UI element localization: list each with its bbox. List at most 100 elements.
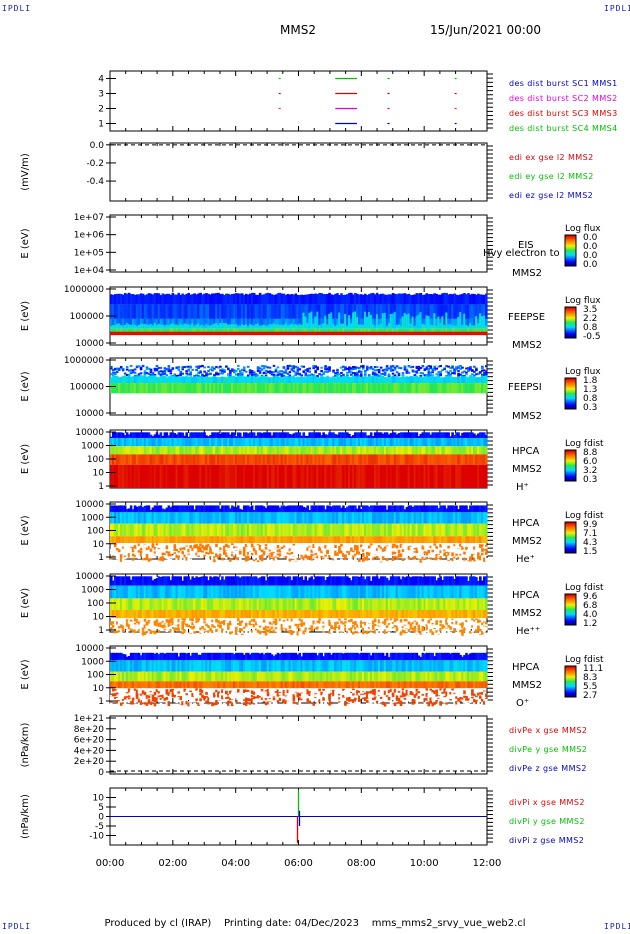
spectrogram-cell — [272, 556, 276, 561]
spectrogram-cell — [363, 375, 367, 384]
spectrogram-cell — [383, 312, 387, 329]
spectrogram-cell — [276, 383, 280, 394]
spectrogram-cell — [159, 295, 163, 305]
spectrogram-cell — [153, 548, 157, 551]
spectrogram-cell — [469, 454, 472, 465]
spectrogram-cell — [254, 383, 258, 394]
spectrogram-cell — [469, 432, 472, 439]
spectrogram-cell — [423, 331, 427, 336]
spectrogram-cell — [336, 373, 339, 376]
spectrogram-cell — [129, 547, 133, 552]
spectrogram-cell — [312, 323, 315, 329]
spectrogram-cell — [139, 446, 143, 455]
spectrogram-cell — [127, 508, 131, 513]
spectrogram-cell — [173, 328, 177, 332]
spectrogram-cell — [191, 547, 194, 552]
spectrogram-cell — [262, 536, 266, 544]
spectrogram-cell — [278, 507, 282, 513]
spectrogram-cell — [254, 446, 258, 455]
y-axis-label: E (eV) — [20, 301, 31, 331]
spectrogram-cell — [431, 454, 435, 465]
spectrogram-cell — [229, 464, 232, 488]
spectrogram-cell — [181, 383, 185, 394]
spectrogram-cell — [252, 318, 256, 328]
spectrogram-cell — [451, 325, 454, 329]
spectrogram-cell — [360, 294, 363, 305]
spectrogram-cell — [346, 331, 349, 336]
spectrogram-cell — [288, 464, 292, 488]
colorbar-swatch — [565, 325, 576, 327]
spectrogram-cell — [155, 432, 159, 439]
spectrogram-cell — [316, 548, 319, 551]
spectrogram-cell — [201, 523, 204, 537]
spectrogram-cell — [379, 375, 383, 384]
spectrogram-cell — [292, 328, 296, 332]
spectrogram-cell — [153, 331, 157, 336]
spectrogram-cell — [189, 446, 192, 455]
spectrogram-cell — [199, 292, 202, 305]
spectrogram-cell — [242, 294, 246, 305]
spectrogram-cell — [231, 548, 234, 552]
spectrogram-cell — [213, 536, 216, 544]
spectrogram-cell — [175, 434, 179, 439]
spectrogram-cell — [205, 446, 208, 455]
spectrogram-cell — [211, 376, 214, 384]
spectrogram-cell — [308, 550, 312, 555]
spectrogram-cell — [201, 373, 204, 376]
spectrogram-cell — [242, 512, 246, 524]
spectrogram-cell — [437, 328, 440, 332]
spectrogram-cell — [284, 446, 288, 455]
spectrogram-cell — [143, 505, 147, 513]
spectrogram-cell — [235, 331, 238, 336]
spectrogram-cell — [173, 548, 177, 551]
spectrogram-cell — [145, 372, 149, 375]
spectrogram-cell — [340, 543, 343, 547]
spectrogram-cell — [286, 367, 290, 370]
y-tick-label: 1e+04 — [74, 266, 105, 276]
spectrogram-cell — [221, 505, 224, 513]
spectrogram-cell — [324, 366, 327, 369]
spectrogram-cell — [292, 512, 296, 524]
spectrogram-cell — [169, 454, 173, 465]
spectrogram-cell — [352, 464, 355, 488]
spectrogram-cell — [137, 446, 141, 455]
colorbar-swatch — [565, 390, 576, 392]
spectrogram-cell — [177, 432, 181, 439]
spectrogram-cell — [272, 432, 276, 439]
spectrogram-cell — [328, 523, 331, 537]
spectrogram-cell — [354, 375, 357, 384]
spectrogram-cell — [260, 454, 264, 465]
spectrogram-cell — [229, 523, 232, 537]
spectrogram-cell — [371, 446, 375, 455]
spectrogram-cell — [159, 546, 163, 549]
spectrogram-cell — [141, 446, 145, 455]
spectrogram-cell — [443, 454, 446, 465]
spectrogram-cell — [308, 536, 312, 544]
spectrogram-cell — [326, 558, 329, 563]
spectrogram-cell — [302, 376, 306, 384]
spectrogram-cell — [223, 438, 226, 447]
spectrogram-cell — [181, 547, 185, 550]
spectrogram-cell — [433, 454, 437, 465]
spectrogram-cell — [334, 550, 337, 553]
colorbar-swatch — [565, 396, 576, 398]
spectrogram-cell — [127, 304, 131, 319]
spectrogram-cell — [377, 383, 381, 394]
spectrogram-cell — [451, 438, 454, 447]
spectrogram-cell — [282, 512, 286, 524]
spectrogram-cell — [449, 436, 452, 439]
spectrogram-cell — [203, 325, 206, 329]
spectrogram-cell — [235, 523, 238, 537]
spectrogram-cell — [324, 509, 327, 513]
spectrogram-cell — [179, 454, 183, 465]
spectrogram-cell — [361, 324, 365, 329]
spectrogram-cell — [141, 375, 145, 384]
spectrogram-cell — [352, 383, 355, 394]
spectrogram-cell — [201, 331, 204, 336]
spectrogram-cell — [254, 454, 258, 465]
spectrogram-cell — [129, 371, 133, 374]
spectrogram-cell — [215, 523, 218, 537]
spectrogram-cell — [209, 549, 212, 554]
y-tick-label: 100000 — [70, 312, 105, 322]
spectrogram-cell — [401, 328, 405, 332]
